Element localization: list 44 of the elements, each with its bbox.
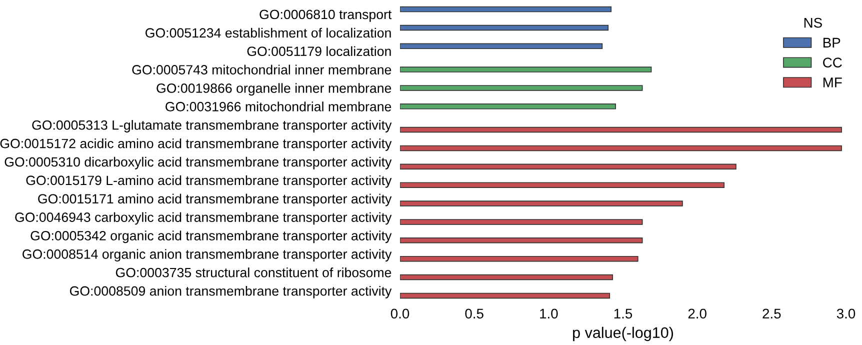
bar [400,292,610,299]
legend-title: NS [804,18,822,28]
bar [400,200,683,206]
y-tick-label: GO:0015179 L-amino acid transmembrane transporter activity [26,175,392,188]
x-tick-label: 2.0 [688,308,706,319]
bar [400,66,652,72]
bar [400,104,616,110]
y-tick-label: GO:0051234 establishment of localization [146,28,391,38]
x-tick-label: 0.0 [390,308,410,319]
y-tick-label: GO:0046943 carboxylic acid transmembrane transporter activity [15,212,392,225]
bar [400,145,842,152]
x-tick-label: 1.5 [614,308,632,319]
y-tick-label: GO:0006810 transport [260,10,392,22]
y-tick-label: GO:0015172 acidic amino acid transmembrane transporter activity [0,138,392,151]
y-tick-label: GO:0008509 anion transmembrane transporter activity [70,286,392,298]
bar [400,6,612,12]
bar [400,238,643,244]
bar [400,126,842,133]
x-axis-title: p value(-log10) [573,326,674,342]
y-tick-label: GO:0005313 L-glutamate transmembrane transporter activity [32,120,392,132]
y-tick-label: GO:0005342 organic acid transmembrane transporter activity [30,230,392,244]
y-tick-label: GO:0051179 localization [247,46,391,56]
y-tick-label: GO:0019866 organelle inner membrane [156,83,392,96]
y-tick-label: GO:0005743 mitochondrial inner membrane [132,64,392,74]
bar [400,274,614,280]
bar [400,182,725,188]
bar [400,219,643,225]
y-tick-label: GO:0008514 organic anion transmembrane transporter activity [22,249,392,262]
x-tick-label: 3.0 [836,308,856,319]
y-tick-label: GO:0003735 structural constituent of ribosome [116,268,392,278]
y-tick-label: GO:0031966 mitochondrial membrane [166,102,392,112]
bar [400,43,603,50]
bar [400,85,643,91]
x-tick-label: 0.5 [465,308,484,319]
y-tick-label: GO:0005310 dicarboxylic acid transmembrane transporter activity [4,156,392,170]
bar [400,256,638,262]
x-tick-label: 2.5 [762,308,781,319]
legend-label: BP [824,38,840,48]
legend-label: CC [823,58,842,68]
legend-label: MF [824,78,842,88]
x-tick-label: 1.0 [540,308,558,319]
bar [400,164,736,170]
bar [400,24,609,31]
y-tick-label: GO:0015171 amino acid transmembrane transporter activity [38,194,392,206]
